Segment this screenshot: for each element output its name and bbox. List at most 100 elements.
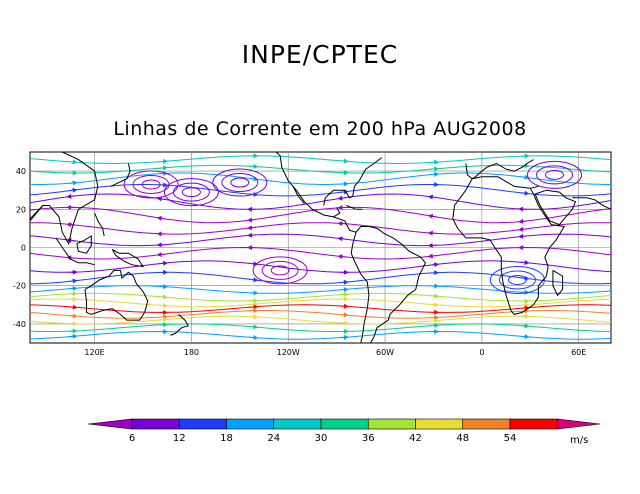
streamline	[30, 246, 611, 260]
streamline	[30, 164, 611, 174]
streamline	[30, 155, 611, 165]
vortex-streamline	[221, 173, 259, 193]
colorbar-swatch	[367, 418, 416, 430]
lon-tick-label: 120E	[84, 348, 104, 357]
vortex-streamline	[261, 260, 299, 280]
lat-tick-label: 40	[16, 167, 26, 176]
coastline	[472, 176, 539, 189]
stream-arrow	[520, 190, 530, 196]
stream-arrow	[339, 287, 349, 293]
lon-tick-label: 60E	[571, 348, 586, 357]
coastline	[346, 205, 363, 210]
streamline	[30, 193, 611, 210]
coastline	[30, 152, 99, 246]
map-subtitle: Linhas de Corrente em 200 hPa AUG2008	[113, 118, 527, 140]
stream-arrow	[247, 225, 257, 231]
vortex-streamline	[252, 256, 308, 285]
stream-arrow	[520, 334, 530, 340]
streamline	[30, 172, 611, 185]
vortex-streamline	[123, 170, 179, 199]
lat-tick-label: -40	[13, 320, 26, 329]
coastline	[465, 159, 534, 180]
streamlines	[30, 153, 611, 340]
coastline	[355, 226, 426, 343]
colorbar-label: 30	[315, 433, 328, 444]
stream-arrow	[68, 278, 78, 284]
stream-arrow	[68, 180, 78, 186]
streamline	[30, 315, 611, 325]
stream-arrow	[339, 158, 349, 164]
coastline	[94, 212, 105, 237]
streamline	[30, 330, 611, 340]
stream-arrow	[430, 166, 440, 172]
streamline	[30, 271, 611, 285]
stream-arrow	[520, 174, 530, 180]
colorbar-label: 48	[456, 433, 469, 444]
stream-arrow	[337, 254, 347, 260]
stream-arrow	[427, 213, 437, 219]
lat-tick-label: 20	[16, 205, 26, 214]
coastline	[275, 152, 357, 233]
streamline	[30, 310, 611, 319]
coastline	[333, 207, 341, 218]
streamline	[30, 222, 611, 235]
streamline	[30, 233, 611, 247]
stream-arrow	[66, 193, 76, 199]
vortex-streamline	[507, 274, 527, 285]
streamline	[30, 323, 611, 332]
colorbar-swatch	[509, 418, 558, 430]
colorbar-swatch	[273, 418, 322, 430]
page-title: INPE/CPTEC	[241, 40, 399, 69]
streamline	[30, 304, 611, 313]
coastline	[30, 194, 44, 223]
stream-arrow	[249, 301, 259, 307]
streamline	[30, 292, 611, 302]
stream-arrow	[159, 317, 169, 323]
colorbar-swatch	[462, 418, 511, 430]
stream-arrow	[159, 294, 169, 300]
stream-arrow	[339, 279, 349, 285]
lon-tick-label: 120W	[277, 348, 300, 357]
stream-arrow	[249, 324, 259, 330]
coastline	[552, 269, 564, 297]
lon-tick-label: 0	[479, 348, 484, 357]
streamline	[30, 285, 611, 294]
colorbar-unit: m/s	[570, 435, 588, 446]
coastline	[76, 235, 92, 254]
coastline	[323, 157, 383, 206]
vortex-streamline	[270, 265, 290, 276]
stream-arrow	[68, 313, 78, 319]
vortex-streamline	[132, 174, 170, 194]
colorbar-label: 54	[504, 433, 517, 444]
stream-arrow	[159, 260, 169, 266]
coastline	[84, 269, 149, 321]
stream-arrow	[337, 195, 347, 201]
colorbar-high-arrow	[556, 418, 601, 430]
stream-arrow	[520, 260, 530, 266]
colorbar-swatch	[178, 418, 227, 430]
stream-arrow	[66, 222, 76, 228]
stream-arrow	[430, 293, 440, 299]
stream-arrow	[156, 252, 166, 257]
stream-arrow	[68, 333, 78, 339]
stream-arrow	[518, 226, 528, 232]
coastline	[55, 237, 95, 266]
coastline	[170, 314, 189, 336]
vortex-streamline	[498, 270, 536, 290]
vortex-streamline	[141, 179, 161, 190]
lat-tick-label: 0	[21, 244, 26, 253]
streamline	[30, 260, 611, 273]
stream-arrow	[427, 253, 437, 259]
coastline	[111, 248, 145, 268]
vortex-streamline	[163, 178, 219, 207]
stream-arrow	[249, 176, 259, 182]
stream-arrow	[247, 217, 257, 223]
colorbar-label: 42	[409, 433, 422, 444]
stream-arrow	[249, 277, 259, 283]
colorbar-low-arrow	[87, 418, 133, 430]
streamline	[30, 206, 611, 224]
stream-arrow	[68, 286, 78, 291]
vortex-streamline	[545, 169, 565, 180]
coastline	[292, 186, 305, 204]
colorbar-swatch	[415, 418, 464, 430]
